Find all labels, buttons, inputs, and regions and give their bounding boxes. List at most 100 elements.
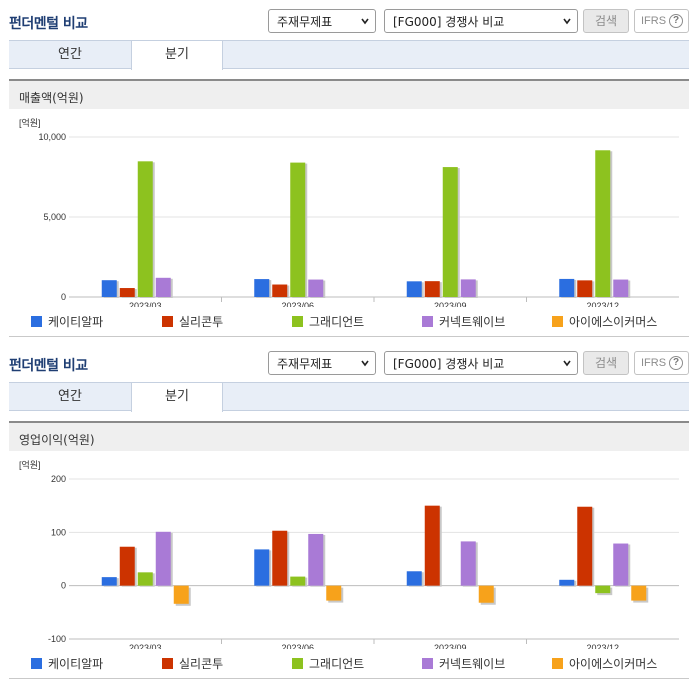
ifrs-label: IFRS: [641, 357, 667, 369]
bar[interactable]: [406, 571, 422, 586]
bar[interactable]: [613, 543, 629, 586]
legend-item[interactable]: 그래디언트: [292, 313, 364, 330]
tab-quarterly[interactable]: 분기: [131, 41, 223, 70]
y-tick-label: -100: [48, 634, 66, 644]
bar[interactable]: [424, 281, 440, 297]
ifrs-help-button[interactable]: IFRS?: [634, 9, 689, 33]
legend-label: 실리콘투: [179, 315, 224, 329]
legend-item[interactable]: 아이에스이커머스: [552, 313, 657, 330]
bar[interactable]: [254, 279, 270, 297]
comparison-group-select[interactable]: [FG000] 경쟁사 비교: [384, 9, 578, 33]
x-tick-label: 2023/09: [434, 301, 467, 307]
comparison-group-value: [FG000] 경쟁사 비교: [393, 357, 505, 371]
bar[interactable]: [119, 288, 135, 297]
x-tick-label: 2023/06: [281, 301, 314, 307]
bar[interactable]: [272, 530, 288, 586]
legend-item[interactable]: 커넥트웨이브: [422, 313, 505, 330]
legend-item[interactable]: 케이티알파: [31, 313, 103, 330]
bar[interactable]: [308, 279, 324, 297]
bar[interactable]: [424, 505, 440, 586]
legend-item[interactable]: 그래디언트: [292, 655, 364, 672]
chevron-down-icon: [563, 360, 571, 367]
revenue-bar-chart: [억원] 0 5,000 10,000 2023/03 2023/06 2023/09 202…: [19, 117, 679, 307]
legend-swatch: [292, 316, 303, 327]
legend-swatch: [162, 316, 173, 327]
legend-swatch: [552, 658, 563, 669]
search-button[interactable]: 검색: [583, 351, 629, 375]
chart-legend: 케이티알파 실리콘투 그래디언트 커넥트웨이브 아이에스이커머스: [9, 655, 689, 671]
bar[interactable]: [577, 280, 593, 297]
legend-label: 아이에스이커머스: [569, 657, 658, 671]
bar[interactable]: [442, 167, 458, 297]
bar[interactable]: [406, 281, 422, 297]
legend-item[interactable]: 아이에스이커머스: [552, 655, 657, 672]
bar[interactable]: [460, 541, 476, 586]
bar[interactable]: [290, 576, 306, 586]
bar[interactable]: [101, 280, 117, 297]
bar[interactable]: [631, 585, 647, 601]
legend-swatch: [422, 658, 433, 669]
chevron-down-icon: [361, 18, 369, 25]
search-button[interactable]: 검색: [583, 9, 629, 33]
statement-type-value: 주재무제표: [277, 15, 333, 29]
legend-label: 케이티알파: [48, 657, 104, 671]
bar[interactable]: [595, 150, 611, 297]
bar[interactable]: [559, 278, 575, 297]
period-tab-bar: 연간 분기: [9, 382, 689, 412]
bar[interactable]: [137, 572, 153, 586]
legend-item[interactable]: 커넥트웨이브: [422, 655, 505, 672]
y-tick-label: 0: [61, 581, 66, 591]
bar[interactable]: [290, 162, 306, 297]
bar[interactable]: [478, 585, 494, 603]
y-tick-label: 200: [51, 474, 66, 484]
bar[interactable]: [308, 533, 324, 586]
bar[interactable]: [254, 549, 270, 586]
legend-label: 아이에스이커머스: [569, 315, 658, 329]
bar[interactable]: [137, 161, 153, 297]
legend-label: 실리콘투: [179, 657, 224, 671]
bar[interactable]: [155, 277, 171, 297]
legend-item[interactable]: 실리콘투: [162, 313, 223, 330]
legend-label: 케이티알파: [48, 315, 104, 329]
legend-item[interactable]: 케이티알파: [31, 655, 103, 672]
bar[interactable]: [460, 279, 476, 297]
x-tick-label: 2023/12: [586, 643, 619, 649]
tab-annual[interactable]: 연간: [58, 389, 82, 404]
panel-title: 펀더멘털 비교: [9, 16, 88, 32]
section-title: 영업이익(억원): [9, 421, 689, 451]
divider: [9, 336, 689, 337]
operating-profit-bar-chart: [억원] -100 0 100 200 2023/03 2023/06 2023/09 2023…: [19, 459, 679, 649]
legend-label: 그래디언트: [309, 315, 365, 329]
section-title: 매출액(억원): [9, 79, 689, 109]
bar[interactable]: [272, 284, 288, 297]
ifrs-help-button[interactable]: IFRS?: [634, 351, 689, 375]
y-tick-label: 0: [61, 292, 66, 302]
bar[interactable]: [155, 531, 171, 586]
bar[interactable]: [613, 279, 629, 297]
bar[interactable]: [577, 506, 593, 586]
period-tab-bar: 연간 분기: [9, 40, 689, 70]
fundamental-comparison-panel-revenue: 펀더멘털 비교 주재무제표 [FG000] 경쟁사 비교 검색 IFRS? 연간…: [9, 9, 689, 337]
statement-type-select[interactable]: 주재무제표: [268, 9, 376, 33]
chevron-down-icon: [361, 360, 369, 367]
legend-label: 커넥트웨이브: [439, 657, 506, 671]
bar[interactable]: [326, 585, 342, 601]
comparison-group-value: [FG000] 경쟁사 비교: [393, 15, 505, 29]
tab-quarterly[interactable]: 분기: [131, 383, 223, 412]
bar[interactable]: [595, 585, 611, 594]
tab-annual[interactable]: 연간: [58, 47, 82, 62]
legend-swatch: [422, 316, 433, 327]
legend-swatch: [552, 316, 563, 327]
bar[interactable]: [101, 577, 117, 586]
divider: [9, 678, 689, 679]
bar[interactable]: [559, 579, 575, 586]
legend-label: 커넥트웨이브: [439, 315, 506, 329]
legend-item[interactable]: 실리콘투: [162, 655, 223, 672]
comparison-group-select[interactable]: [FG000] 경쟁사 비교: [384, 351, 578, 375]
bar[interactable]: [173, 585, 189, 604]
legend-swatch: [292, 658, 303, 669]
x-tick-label: 2023/09: [434, 643, 467, 649]
bar[interactable]: [119, 546, 135, 586]
legend-swatch: [31, 316, 42, 327]
statement-type-select[interactable]: 주재무제표: [268, 351, 376, 375]
